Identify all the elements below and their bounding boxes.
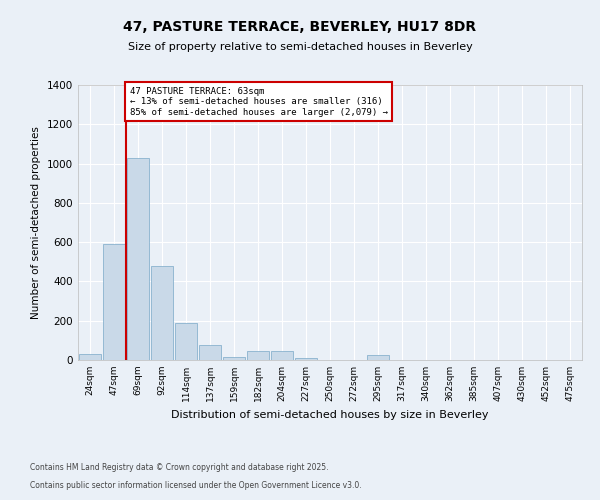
Bar (199, 346, 221, 360)
Bar (223, 357, 245, 360)
Text: 47 PASTURE TERRACE: 63sqm
← 13% of semi-detached houses are smaller (316)
85% of: 47 PASTURE TERRACE: 63sqm ← 13% of semi-… (130, 87, 388, 117)
Bar (151, 266, 173, 360)
Bar (271, 351, 293, 360)
Bar (367, 355, 389, 360)
Bar (79, 354, 101, 360)
Bar (175, 322, 197, 360)
Bar (247, 351, 269, 360)
Bar (103, 244, 125, 360)
Bar (127, 158, 149, 360)
Bar (295, 358, 317, 360)
Y-axis label: Number of semi-detached properties: Number of semi-detached properties (31, 126, 41, 319)
Text: 47, PASTURE TERRACE, BEVERLEY, HU17 8DR: 47, PASTURE TERRACE, BEVERLEY, HU17 8DR (124, 20, 476, 34)
Text: Contains public sector information licensed under the Open Government Licence v3: Contains public sector information licen… (30, 481, 362, 490)
Text: Contains HM Land Registry data © Crown copyright and database right 2025.: Contains HM Land Registry data © Crown c… (30, 464, 329, 472)
X-axis label: Distribution of semi-detached houses by size in Beverley: Distribution of semi-detached houses by … (171, 410, 489, 420)
Text: Size of property relative to semi-detached houses in Beverley: Size of property relative to semi-detach… (128, 42, 472, 52)
